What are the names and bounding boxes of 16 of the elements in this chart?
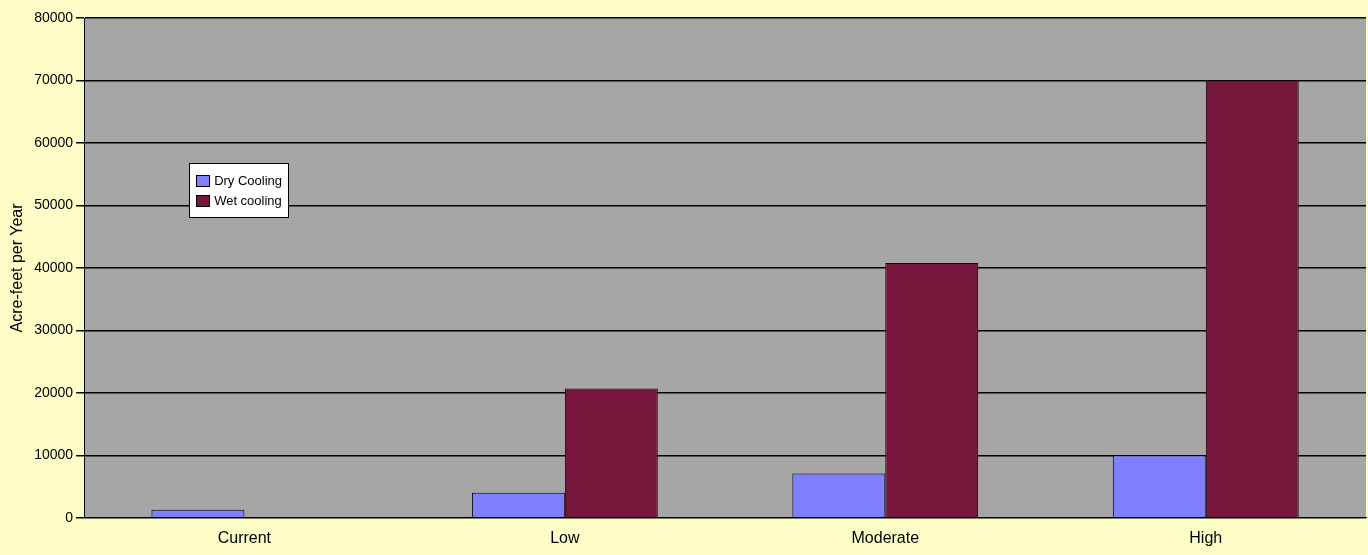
- y-tick-label: 50000: [34, 196, 74, 213]
- x-tick-label: Low: [550, 528, 580, 546]
- y-tick-label: 40000: [34, 258, 74, 275]
- y-tick-label: 20000: [34, 383, 74, 400]
- legend-label: Wet cooling: [214, 193, 282, 208]
- y-tick-label: 70000: [34, 71, 74, 88]
- x-tick-label: Current: [217, 528, 272, 546]
- y-axis-title: Acre-feet per Year: [8, 202, 26, 333]
- x-tick-label: High: [1189, 528, 1223, 546]
- legend-label: Dry Cooling: [214, 173, 283, 188]
- y-tick-label: 60000: [34, 133, 74, 150]
- y-tick-label: 10000: [34, 446, 74, 463]
- y-tick-label: 0: [65, 508, 74, 525]
- x-tick-label: Moderate: [851, 528, 920, 546]
- y-tick-label: 30000: [34, 321, 74, 338]
- y-tick-label: 80000: [34, 8, 74, 25]
